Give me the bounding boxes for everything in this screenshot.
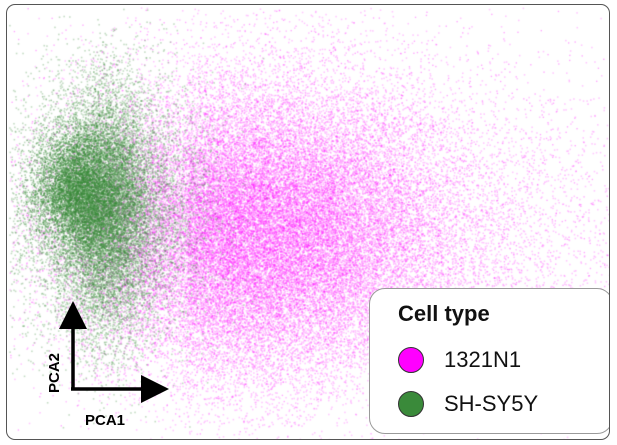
legend-swatch-1321n1 [398, 347, 424, 373]
legend: Cell type 1321N1 SH-SY5Y [369, 288, 609, 434]
legend-title: Cell type [398, 301, 490, 326]
axis-guide: PCA2 PCA1 [46, 301, 169, 429]
legend-item-1321n1: 1321N1 [398, 343, 521, 377]
plot-frame: PCA2 PCA1 Cell type 1321N1 SH-SY5Y [6, 4, 610, 440]
y-axis-label: PCA2 [46, 353, 63, 393]
x-axis-label: PCA1 [85, 412, 125, 429]
legend-swatch-sh-sy5y [398, 391, 424, 417]
legend-label-1321n1: 1321N1 [444, 347, 522, 372]
legend-item-sh-sy5y: SH-SY5Y [398, 387, 538, 421]
legend-label-sh-sy5y: SH-SY5Y [444, 391, 539, 416]
